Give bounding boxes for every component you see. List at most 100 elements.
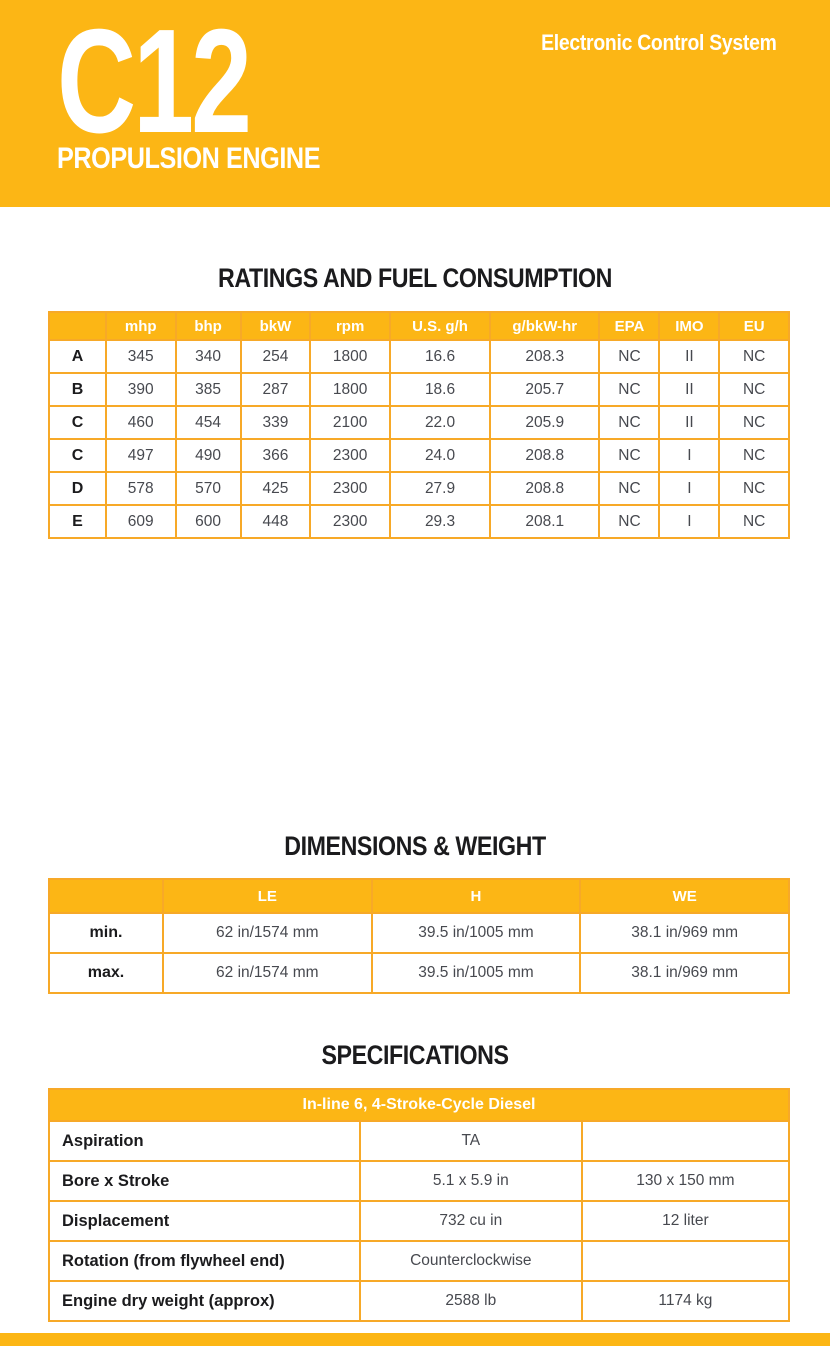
ratings-table: mhp bhp bkW rpm U.S. g/h g/bkW-hr EPA IMO EU A 345…: [48, 311, 790, 539]
ratings-cell: NC: [718, 438, 790, 473]
dimensions-row: max. 62 in/1574 mm 39.5 in/1005 mm 38.1 in/…: [48, 952, 790, 994]
ratings-cell: 208.3: [488, 339, 601, 374]
ratings-cell: 497: [104, 438, 177, 473]
ratings-cell: 345: [104, 339, 177, 374]
ratings-cell: NC: [598, 405, 661, 440]
specifications-table: In-line 6, 4-Stroke-Cycle Diesel Aspirati…: [48, 1088, 791, 1322]
ratings-cell: 366: [239, 438, 312, 473]
dimensions-column-header-WE: WE: [579, 878, 790, 914]
ratings-cell: 390: [104, 372, 177, 407]
dimensions-cell: 39.5 in/1005 mm: [370, 912, 582, 954]
ratings-column-header-g/bkW-hr: g/bkW-hr: [488, 311, 601, 341]
ratings-row: E 609 600 448 2300 29.3 208.1 NC I NC: [48, 504, 790, 539]
ratings-header-row: mhp bhp bkW rpm U.S. g/h g/bkW-hr EPA IMO EU: [48, 311, 790, 341]
specifications-row: Bore x Stroke 5.1 x 5.9 in 130 x 150 mm: [48, 1160, 791, 1202]
specifications-row-label: Engine dry weight (approx): [48, 1280, 361, 1322]
specifications-cell: 732 cu in: [358, 1200, 583, 1242]
ratings-column-header-rpm: rpm: [309, 311, 392, 341]
ratings-cell: 1800: [309, 339, 392, 374]
ratings-cell: II: [658, 405, 721, 440]
ratings-cell: 454: [174, 405, 242, 440]
ratings-row-label: C: [48, 438, 107, 473]
dimensions-row: min. 62 in/1574 mm 39.5 in/1005 mm 38.1 in/…: [48, 912, 790, 954]
specifications-cell: TA: [358, 1120, 583, 1162]
ratings-column-header-EPA: EPA: [598, 311, 661, 341]
dimensions-column-header-LE: LE: [161, 878, 373, 914]
ratings-row-label: D: [48, 471, 107, 506]
specifications-span-header: In-line 6, 4-Stroke-Cycle Diesel: [48, 1088, 790, 1122]
engine-model-title: C12: [57, 0, 252, 164]
ratings-cell: NC: [718, 339, 790, 374]
ratings-cell: II: [658, 372, 721, 407]
dimensions-column-header-blank: [48, 878, 164, 914]
ratings-cell: 570: [174, 471, 242, 506]
specifications-row-label: Rotation (from flywheel end): [48, 1240, 361, 1282]
specifications-cell: [580, 1240, 791, 1282]
ratings-cell: 205.7: [488, 372, 601, 407]
ratings-cell: NC: [598, 372, 661, 407]
ratings-cell: I: [658, 438, 721, 473]
specifications-section-title: SPECIFICATIONS: [321, 1040, 509, 1070]
footer-accent-bar: [0, 1333, 830, 1346]
ratings-row-label: B: [48, 372, 107, 407]
specifications-cell: 5.1 x 5.9 in: [358, 1160, 583, 1202]
specifications-row: Displacement 732 cu in 12 liter: [48, 1200, 791, 1242]
ratings-column-header-bkW: bkW: [239, 311, 312, 341]
ratings-cell: 425: [239, 471, 312, 506]
ratings-cell: 16.6: [389, 339, 491, 374]
specifications-row-label: Displacement: [48, 1200, 361, 1242]
ratings-cell: 2100: [309, 405, 392, 440]
specifications-row-label: Aspiration: [48, 1120, 361, 1162]
dimensions-cell: 62 in/1574 mm: [161, 912, 373, 954]
dimensions-row-label: max.: [48, 952, 164, 994]
dimensions-section-title: DIMENSIONS & WEIGHT: [284, 831, 546, 861]
ratings-cell: 208.1: [488, 504, 601, 539]
ratings-cell: 2300: [309, 471, 392, 506]
ratings-column-header-U.S. g/h: U.S. g/h: [389, 311, 491, 341]
specifications-cell: 130 x 150 mm: [580, 1160, 791, 1202]
ratings-cell: 287: [239, 372, 312, 407]
specifications-cell: 12 liter: [580, 1200, 791, 1242]
ratings-cell: 208.8: [488, 438, 601, 473]
specifications-header-row: In-line 6, 4-Stroke-Cycle Diesel: [48, 1088, 790, 1122]
ratings-row-label: E: [48, 504, 107, 539]
dimensions-cell: 62 in/1574 mm: [161, 952, 373, 994]
ratings-cell: NC: [598, 504, 661, 539]
ratings-cell: 448: [239, 504, 312, 539]
ratings-cell: NC: [598, 471, 661, 506]
dimensions-cell: 38.1 in/969 mm: [579, 912, 790, 954]
specifications-cell: 1174 kg: [580, 1280, 791, 1322]
dimensions-column-header-H: H: [370, 878, 582, 914]
ratings-cell: 29.3: [389, 504, 491, 539]
ratings-row: D 578 570 425 2300 27.9 208.8 NC I NC: [48, 471, 790, 506]
ratings-column-header-blank: [48, 311, 107, 341]
ratings-cell: NC: [718, 372, 790, 407]
ratings-row: B 390 385 287 1800 18.6 205.7 NC II NC: [48, 372, 790, 407]
control-system-tagline: Electronic Control System: [541, 30, 778, 55]
ratings-cell: NC: [718, 504, 790, 539]
ratings-column-header-mhp: mhp: [104, 311, 177, 341]
ratings-cell: 490: [174, 438, 242, 473]
specifications-cell: 2588 lb: [358, 1280, 583, 1322]
specifications-cell: [580, 1120, 791, 1162]
ratings-row-label: C: [48, 405, 107, 440]
ratings-cell: II: [658, 339, 721, 374]
masthead-banner: C12 PROPULSION ENGINE Electronic Control…: [0, 0, 830, 207]
ratings-cell: 254: [239, 339, 312, 374]
ratings-cell: 2300: [309, 504, 392, 539]
ratings-cell: 18.6: [389, 372, 491, 407]
ratings-cell: NC: [718, 405, 790, 440]
ratings-cell: 339: [239, 405, 312, 440]
ratings-cell: 2300: [309, 438, 392, 473]
specifications-row-label: Bore x Stroke: [48, 1160, 361, 1202]
dimensions-cell: 39.5 in/1005 mm: [370, 952, 582, 994]
ratings-column-header-EU: EU: [718, 311, 790, 341]
ratings-row: C 497 490 366 2300 24.0 208.8 NC I NC: [48, 438, 790, 473]
ratings-column-header-bhp: bhp: [174, 311, 242, 341]
ratings-cell: NC: [598, 438, 661, 473]
ratings-cell: I: [658, 471, 721, 506]
ratings-cell: I: [658, 504, 721, 539]
ratings-cell: 340: [174, 339, 242, 374]
specifications-cell: Counterclockwise: [358, 1240, 583, 1282]
